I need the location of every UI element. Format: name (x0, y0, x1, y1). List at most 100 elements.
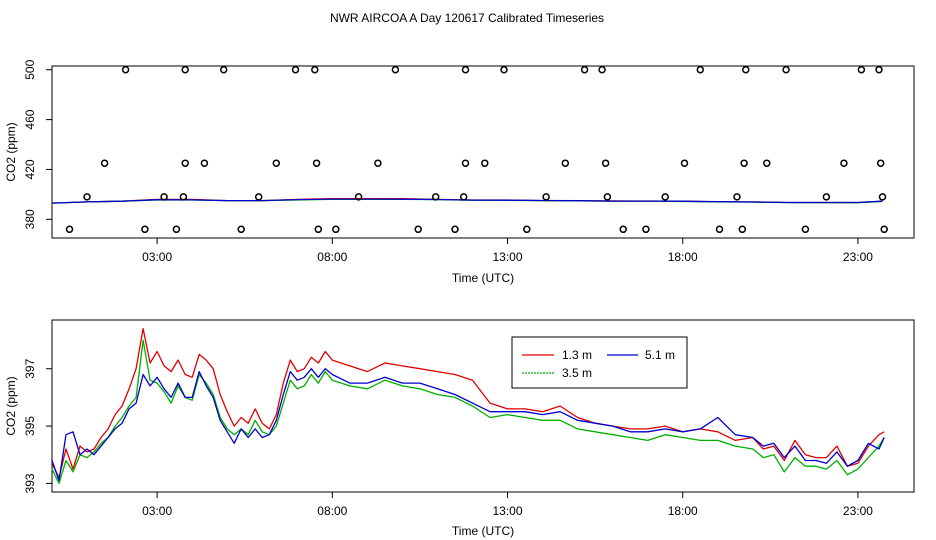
top-series-group (51, 198, 883, 204)
y-tick-label: 420 (23, 159, 37, 179)
x-tick-label: 03:00 (142, 504, 172, 518)
series-line-3-5-m (51, 339, 885, 485)
legend: 1.3 m 5.1 m 3.5 m (511, 336, 688, 389)
calibration-point (219, 65, 228, 74)
calibration-point (200, 159, 209, 167)
bottom-panel: 393 395 397 03:00 08:00 13:00 18:00 23:00 Time… (4, 319, 915, 538)
series-line-5-1-m (51, 198, 883, 204)
calibration-point (481, 159, 489, 167)
calibration-point (840, 159, 848, 167)
calibration-point (391, 65, 400, 74)
y-tick-label: 395 (23, 416, 37, 436)
calibration-point (878, 193, 887, 201)
calibration-point (661, 193, 669, 201)
top-x-axis: 03:00 08:00 13:00 18:00 23:00 (142, 238, 873, 264)
bottom-plot-frame (51, 319, 915, 493)
bottom-x-axis: 03:00 08:00 13:00 18:00 23:00 (142, 492, 873, 518)
chart-title: NWR AIRCOA A Day 120617 Calibrated Times… (330, 11, 604, 25)
calibration-point (65, 225, 74, 234)
bottom-series-group (51, 327, 885, 485)
top-y-axis: 380 420 460 500 (23, 59, 52, 229)
calibration-point (580, 65, 589, 74)
calibration-point (461, 159, 470, 167)
calibration-point (801, 225, 810, 234)
y-tick-label: 500 (23, 59, 37, 79)
bottom-y-axis-title: CO2 (ppm) (4, 376, 18, 435)
x-tick-label: 18:00 (668, 504, 698, 518)
top-x-axis-title: Time (UTC) (452, 271, 514, 285)
calibration-point (459, 193, 468, 201)
calibration-point (740, 159, 748, 167)
x-tick-label: 08:00 (317, 250, 347, 264)
x-tick-label: 23:00 (843, 250, 873, 264)
calibration-point (822, 193, 831, 201)
calibration-point (696, 65, 705, 74)
calibration-point (254, 193, 263, 201)
calibration-point (763, 159, 771, 167)
x-tick-label: 18:00 (668, 250, 698, 264)
top-y-axis-title: CO2 (ppm) (4, 122, 18, 181)
x-tick-label: 08:00 (317, 504, 347, 518)
calibration-point (291, 65, 300, 74)
legend-box (511, 336, 688, 389)
x-tick-label: 03:00 (142, 250, 172, 264)
calibration-point (332, 225, 340, 234)
calibration-point (172, 225, 181, 234)
calibration-point (857, 65, 866, 74)
calibration-point (642, 225, 650, 234)
legend-label-3-5m: 3.5 m (562, 366, 592, 380)
calibration-point (451, 225, 459, 234)
calibration-point (875, 65, 883, 74)
calibration-point (141, 225, 149, 234)
calibration-point (272, 159, 281, 167)
series-line-5-1-m (51, 368, 885, 482)
calibration-point (782, 65, 790, 74)
calibration-point (500, 65, 508, 74)
calibration-point (311, 65, 319, 74)
calibration-point (715, 225, 724, 234)
calibration-point (181, 159, 189, 167)
calibration-point (542, 193, 550, 201)
calibration-point (603, 193, 612, 201)
calibration-point (314, 225, 323, 234)
calibration-point (100, 159, 109, 167)
x-tick-label: 13:00 (493, 504, 523, 518)
calibration-point (181, 65, 189, 74)
legend-label-5-1m: 5.1 m (645, 348, 675, 362)
calibration-point (598, 65, 606, 74)
calibration-point (237, 225, 245, 234)
calibration-point (83, 193, 91, 201)
calibration-point (619, 225, 627, 234)
top-plot-frame (51, 65, 915, 239)
y-tick-label: 460 (23, 109, 37, 129)
calibration-point (431, 193, 440, 201)
y-tick-label: 380 (23, 209, 37, 229)
bottom-y-axis: 393 395 397 (23, 358, 52, 493)
bottom-x-axis-title: Time (UTC) (452, 524, 514, 538)
calibration-point (354, 193, 363, 201)
calibration-point (738, 225, 747, 234)
calibration-point (733, 193, 741, 201)
calibration-point (601, 159, 610, 167)
legend-label-1-3m: 1.3 m (562, 348, 592, 362)
calibration-point (121, 65, 130, 74)
top-calibration-points (65, 65, 888, 234)
y-tick-label: 393 (23, 473, 37, 493)
calibration-point (414, 225, 422, 234)
calibration-point (160, 193, 168, 201)
calibration-point (179, 193, 188, 201)
calibration-point (561, 159, 570, 167)
calibration-point (880, 225, 888, 234)
calibration-point (374, 159, 382, 167)
calibration-point (523, 225, 531, 234)
calibration-point (312, 159, 321, 167)
x-tick-label: 13:00 (493, 250, 523, 264)
top-panel: 380 420 460 500 03:00 08:00 13:00 18:00 23:00 T… (4, 59, 915, 285)
calibration-point (461, 65, 470, 74)
x-tick-label: 23:00 (843, 504, 873, 518)
y-tick-label: 397 (23, 358, 37, 378)
calibration-point (742, 65, 750, 74)
calibration-point (876, 159, 885, 167)
